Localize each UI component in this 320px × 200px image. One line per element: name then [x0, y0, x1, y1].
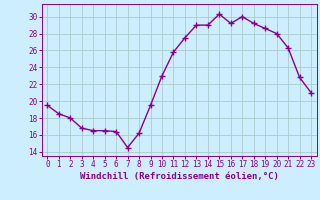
X-axis label: Windchill (Refroidissement éolien,°C): Windchill (Refroidissement éolien,°C) [80, 172, 279, 181]
